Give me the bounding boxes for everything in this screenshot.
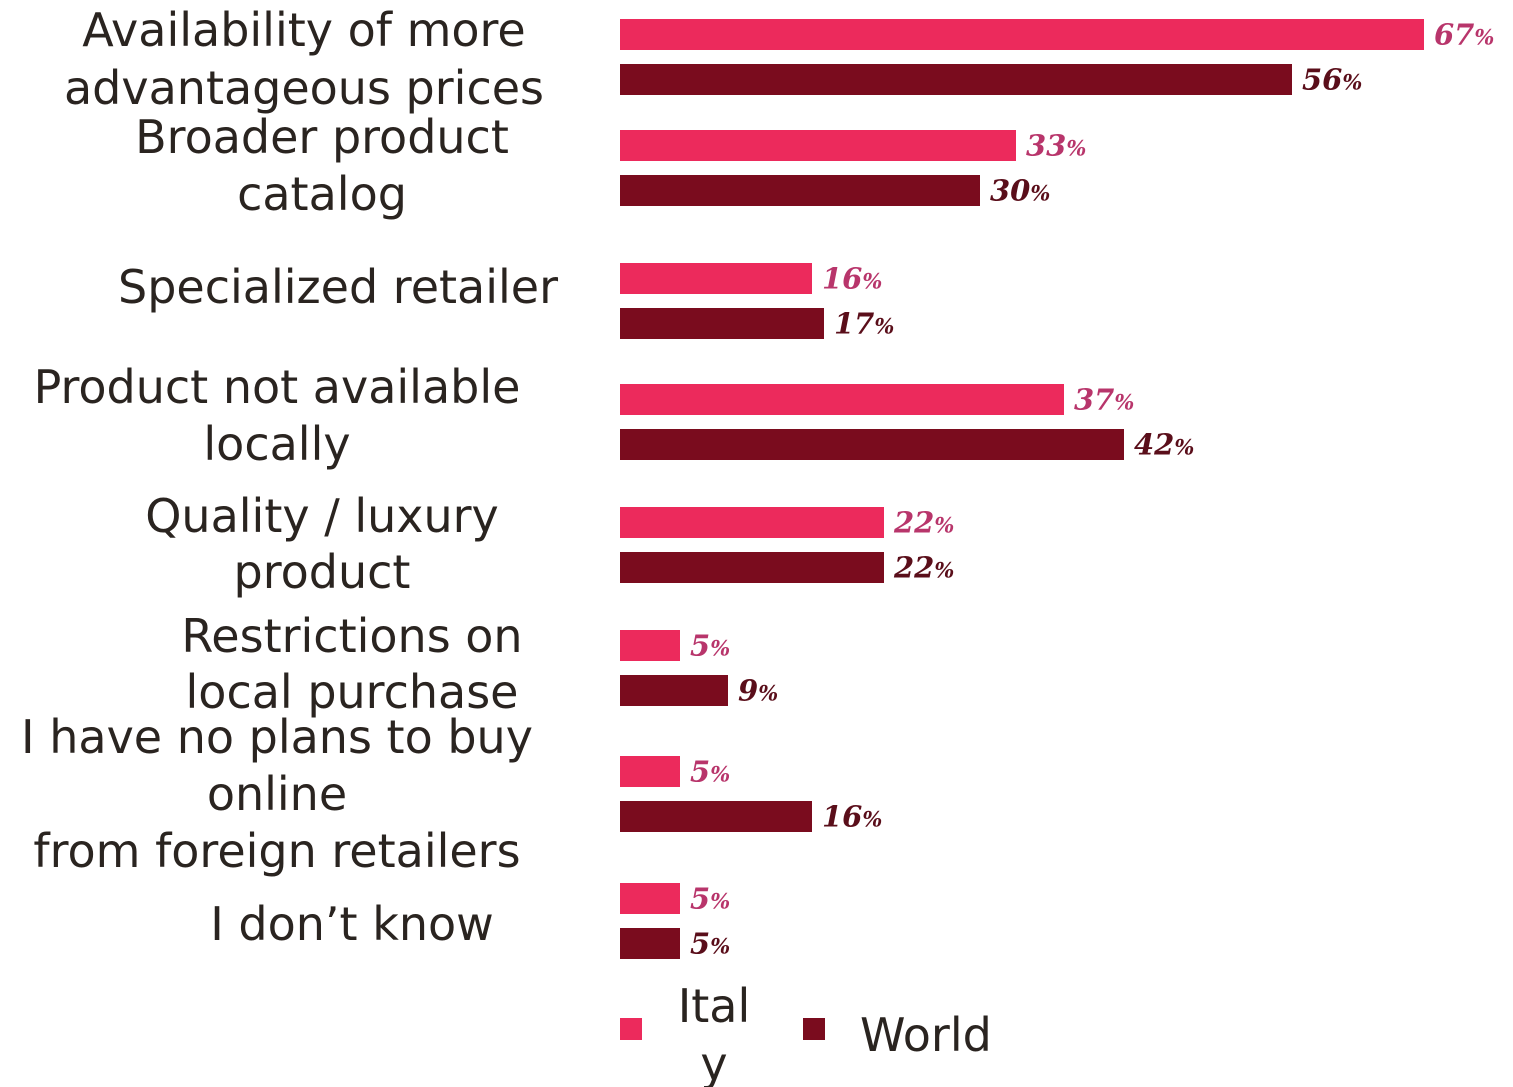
legend-italy-swatch bbox=[620, 1018, 642, 1040]
category-label: Broader product catalog bbox=[135, 110, 509, 221]
world-value-label: 5% bbox=[690, 927, 730, 961]
italy-bar bbox=[620, 883, 680, 914]
category-label-line: advantageous prices bbox=[64, 61, 544, 115]
italy-value-label: 37% bbox=[1074, 383, 1134, 417]
legend-world-label: World bbox=[860, 1008, 992, 1062]
category-label: Quality / luxury product bbox=[145, 489, 499, 599]
category-label-line: Availability of more bbox=[82, 3, 525, 57]
category-label-line: from foreign retailers bbox=[33, 824, 520, 878]
category-label-line: catalog bbox=[237, 167, 407, 221]
world-bar bbox=[620, 675, 728, 706]
italy-bar bbox=[620, 756, 680, 787]
legend-italy-label: Ital y bbox=[678, 979, 751, 1087]
world-value-label: 17% bbox=[834, 307, 894, 341]
category-label: Restrictions on local purchase bbox=[181, 609, 522, 719]
category-label-line: Restrictions on bbox=[181, 609, 522, 663]
category-label: Product not available locally bbox=[34, 360, 521, 471]
world-value-label: 9% bbox=[738, 674, 778, 708]
category-label-line: locally bbox=[203, 417, 350, 471]
world-bar bbox=[620, 175, 980, 206]
category-label-line: Broader product bbox=[135, 110, 509, 164]
italy-bar bbox=[620, 384, 1064, 415]
italy-bar bbox=[620, 507, 884, 538]
italy-value-label: 22% bbox=[893, 506, 954, 540]
italy-bar bbox=[620, 130, 1016, 161]
world-bar bbox=[620, 928, 680, 959]
category-label-line: Quality / luxury bbox=[145, 489, 499, 543]
legend-world-swatch bbox=[803, 1018, 825, 1040]
category-label: I don’t know bbox=[210, 897, 494, 951]
category-label-line: product bbox=[234, 545, 411, 599]
bars-group bbox=[620, 19, 1424, 959]
world-bar bbox=[620, 801, 812, 832]
category-label-line: Specialized retailer bbox=[118, 260, 558, 314]
category-label-line: online bbox=[207, 767, 347, 821]
world-value-label: 56% bbox=[1302, 63, 1362, 97]
category-label-line: Product not available bbox=[34, 360, 521, 414]
italy-value-label: 33% bbox=[1026, 129, 1086, 163]
category-label: Availability of more advantageous prices bbox=[64, 3, 544, 115]
category-label-line: local purchase bbox=[186, 665, 519, 719]
category-label-line: I have no plans to buy bbox=[21, 710, 533, 764]
world-bar bbox=[620, 308, 824, 339]
italy-value-label: 5% bbox=[690, 629, 730, 663]
category-label-line: I don’t know bbox=[210, 897, 494, 951]
italy-value-label: 5% bbox=[690, 882, 730, 916]
value-labels: 67%56%33%30%16%17%37%42%22%22%5%9%5%16%5… bbox=[690, 18, 1494, 961]
world-value-label: 42% bbox=[1134, 428, 1194, 462]
italy-value-label: 5% bbox=[690, 755, 730, 789]
italy-value-label: 67% bbox=[1434, 18, 1494, 52]
italy-bar bbox=[620, 19, 1424, 50]
italy-bar bbox=[620, 630, 680, 661]
category-label: Specialized retailer bbox=[118, 260, 558, 314]
world-bar bbox=[620, 64, 1292, 95]
world-bar bbox=[620, 552, 884, 583]
world-value-label: 16% bbox=[822, 800, 882, 834]
world-value-label: 22% bbox=[893, 551, 954, 585]
world-bar bbox=[620, 429, 1124, 460]
italy-bar bbox=[620, 263, 812, 294]
italy-value-label: 16% bbox=[822, 262, 882, 296]
category-labels: Availability of more advantageous pricesB… bbox=[21, 3, 558, 951]
world-value-label: 30% bbox=[990, 174, 1050, 208]
legend: Ital y World bbox=[620, 979, 992, 1087]
category-label: I have no plans to buy online from foreign… bbox=[21, 710, 533, 878]
